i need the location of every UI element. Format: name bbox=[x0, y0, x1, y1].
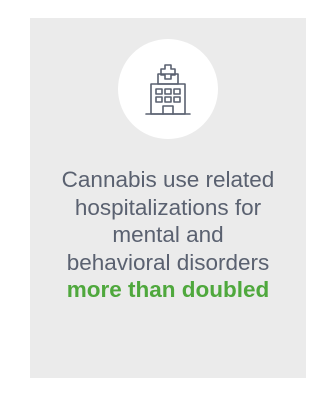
card-text-line-2: hospitalizations for bbox=[74, 194, 262, 220]
card-text-line-4: behavioral disorders bbox=[66, 249, 270, 275]
info-card: Cannabis use related hospitalizations fo… bbox=[30, 18, 306, 378]
hospital-icon bbox=[145, 64, 191, 115]
card-text-line-3: mental and bbox=[112, 222, 224, 247]
card-text: Cannabis use related hospitalizations fo… bbox=[30, 166, 306, 304]
icon-circle bbox=[118, 39, 218, 139]
card-text-line-1: Cannabis use related bbox=[61, 167, 275, 192]
card-emphasis-text: more than doubled bbox=[66, 277, 270, 302]
